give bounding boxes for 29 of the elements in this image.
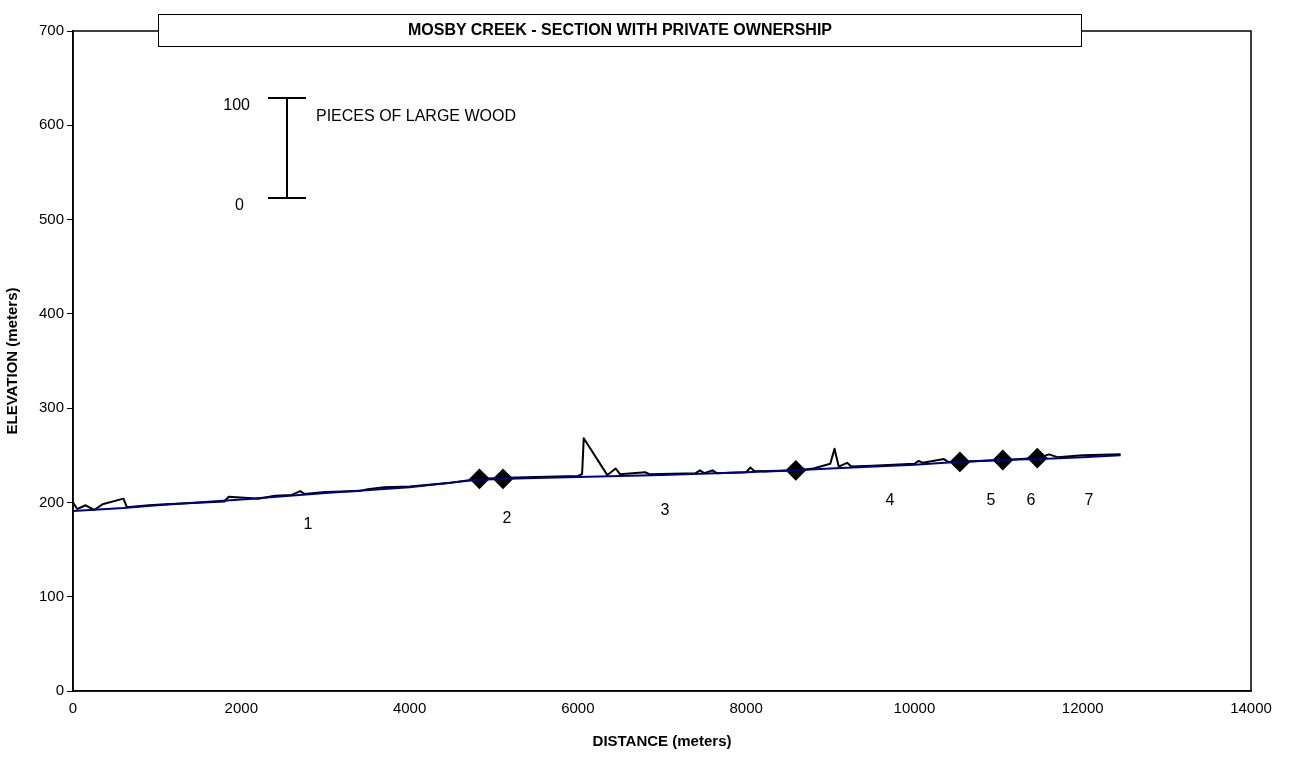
annotation: 0: [235, 196, 244, 214]
y-tick-label: 300: [39, 398, 65, 416]
x-tick-label: 0: [68, 699, 78, 717]
y-tick-label: 500: [39, 209, 65, 227]
x-tick-label: 10000: [893, 699, 936, 717]
annotation: 100: [223, 96, 250, 114]
y-tick-label: 600: [39, 115, 65, 133]
x-tick-label: 12000: [1061, 699, 1104, 717]
y-tick-label: 100: [39, 586, 65, 604]
annotation: 1: [303, 515, 313, 533]
annotation: 2: [502, 509, 512, 527]
annotation: PIECES OF LARGE WOOD: [316, 107, 517, 125]
y-tick-label: 700: [39, 21, 65, 39]
x-tick-label: 4000: [392, 699, 427, 717]
x-axis-title: DISTANCE (meters): [592, 732, 732, 750]
annotation: 7: [1084, 491, 1094, 509]
x-tick-label: 6000: [561, 699, 595, 717]
y-tick-label: 200: [39, 492, 65, 510]
annotation: 3: [660, 501, 670, 519]
y-tick-label: 0: [55, 681, 65, 699]
x-tick-label: 2000: [224, 699, 258, 717]
chart-title: MOSBY CREEK - SECTION WITH PRIVATE OWNERSHIP: [158, 14, 1082, 47]
annotation: 6: [1026, 491, 1036, 509]
x-tick-label: 14000: [1230, 699, 1272, 717]
y-tick-label: 400: [39, 304, 65, 321]
annotation: 5: [986, 491, 996, 509]
annotation: 4: [885, 491, 895, 509]
y-axis-title: ELEVATION (meters): [3, 287, 21, 435]
x-tick-label: 8000: [729, 699, 763, 717]
